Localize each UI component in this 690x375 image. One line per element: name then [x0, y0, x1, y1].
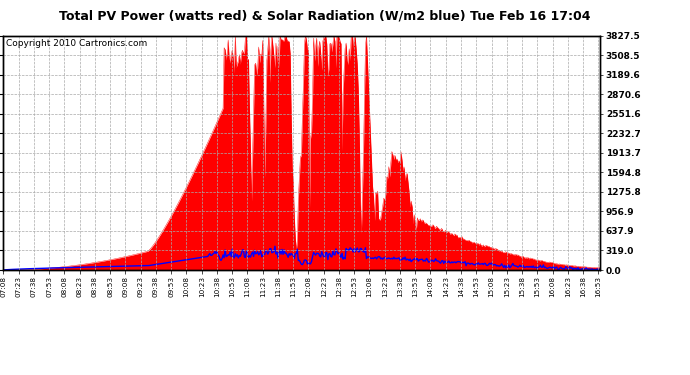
- Text: Total PV Power (watts red) & Solar Radiation (W/m2 blue) Tue Feb 16 17:04: Total PV Power (watts red) & Solar Radia…: [59, 9, 590, 22]
- Text: Copyright 2010 Cartronics.com: Copyright 2010 Cartronics.com: [6, 39, 148, 48]
